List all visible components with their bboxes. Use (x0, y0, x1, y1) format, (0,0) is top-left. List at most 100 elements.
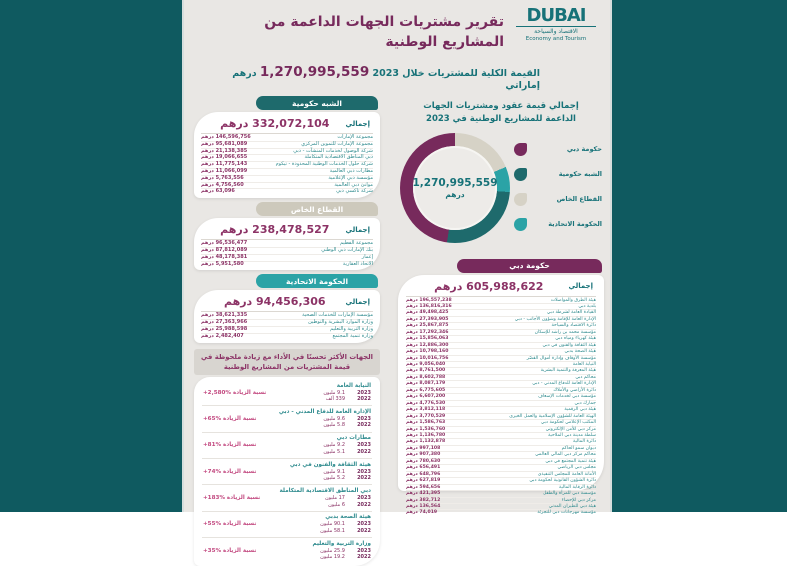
card-private-sector: إجمالي 238,478,527 درهم مجموعة الفطيم 96… (194, 218, 380, 271)
legend-item: الحكومة الاتحادية (514, 217, 602, 231)
legend-item: حكومة دبي (514, 142, 602, 156)
entity-name: محاكم دبي (575, 374, 596, 380)
total-value: 605,988,622 درهم (434, 279, 544, 293)
year-2022-label: 2022 (357, 448, 371, 455)
entity-name: هيئة الصحة بدبي (564, 349, 596, 355)
improved-entity-info: هيئة الصحة بدبي 2023 90.1 مليون 2022 58.… (320, 514, 371, 534)
total-label: إجمالي (345, 297, 370, 306)
dubai-government-total: إجمالي 605,988,622 درهم (406, 279, 596, 297)
total-label: إجمالي (345, 225, 370, 234)
increase-percentage: نسبة الزيادة +2,580% (203, 390, 266, 396)
year-2023-label: 2023 (357, 547, 371, 554)
entity-value: 594,656 درهم (406, 484, 441, 490)
entity-name: وزارة الموارد البشرية والتوطين (308, 319, 373, 326)
entity-row: شركة حلول الخدمات الوطنية المحدودة - تيك… (201, 161, 373, 169)
entity-value: 87,812,089 درهم (201, 246, 248, 253)
amount-2022: 19.2 مليون (320, 554, 345, 561)
donut-center-value: 1,270,995,559 (412, 176, 498, 189)
logo-wordmark: DUBAI (526, 5, 587, 26)
entity-row: شركة تاكسي دبي 63,096 درهم (201, 189, 373, 195)
badge-federal-government: الحكومة الاتحادية (256, 274, 378, 289)
entity-row: هيئة الصحة بدبي 10,798,160 درهم (406, 349, 596, 356)
entity-name: هيئة تنمية المجتمع في دبي (545, 458, 596, 464)
entity-name: دائرة الشؤون القانونية لحكومة دبي (529, 478, 596, 484)
entity-row: جمارك دبي 4,776,530 درهم (406, 400, 596, 408)
entity-value: 6,607,200 درهم (406, 394, 446, 400)
value-2023: 2023 9.6 مليون (279, 416, 371, 423)
most-improved-title-line2: قيمة المشتريات من المشاريع الوطنية (223, 362, 351, 371)
increase-value: +81% (203, 442, 222, 449)
entity-row: الأمانة العامة للمجلس التنفيذي 648,796 د… (406, 471, 596, 479)
entity-row: هيئة دبي الرقمية 3,812,118 درهم (406, 407, 596, 414)
entity-name: ديوان سمو الحاكم (561, 445, 596, 451)
increase-value: +55% (203, 521, 222, 528)
improved-entity-row: مطارات دبي 2023 9.2 مليون 2022 5.1 مليون (202, 433, 372, 460)
increase-label: نسبة الزيادة (223, 468, 257, 475)
entity-value: 6,775,605 درهم (406, 387, 446, 393)
entity-row: مجموعة الإمارات 146,596,756 درهم (201, 134, 373, 142)
improved-entity-row: الإدارة العامة للدفاع المدني - دبي 2023 … (202, 406, 372, 433)
improved-entity-row: النيابة العامة 2023 9.1 مليون 2022 339 أ… (202, 380, 372, 407)
value-2022: 2022 5.2 مليون (290, 475, 371, 482)
value-2022: 2022 19.2 مليون (313, 554, 371, 561)
total-label: إجمالي (345, 119, 370, 128)
value-2023: 2023 90.1 مليون (320, 521, 371, 528)
improved-entity-row: وزارة التربية والتعليم 2023 25.9 مليون 2… (202, 538, 372, 563)
entity-row: وزارة الموارد البشرية والتوطين 27,363,96… (201, 319, 373, 327)
entity-name: النيابة العامة (336, 382, 371, 389)
badge-private-sector: القطاع الخاص (256, 202, 378, 217)
entity-name: جمارك دبي (574, 400, 596, 406)
increase-value: +183% (203, 495, 225, 502)
entity-row: مطارات دبي العالمية 11,066,099 درهم (201, 168, 373, 176)
increase-percentage: نسبة الزيادة +65% (203, 416, 256, 422)
entity-row: بنك الإمارات دبي الوطني 87,812,089 درهم (201, 246, 373, 255)
entity-row: هيئة دبي للطيران المدني 136,564 درهم (406, 504, 596, 511)
value-2023: 2023 9.1 مليون (290, 469, 371, 476)
amount-2023: 9.2 مليون (323, 442, 345, 449)
most-improved-header: الجهات الأكثر تحسنًا في الأداء مع زيادة … (194, 348, 380, 375)
entity-name: دائرة الأراضي والأملاك (553, 387, 596, 393)
entity-row: دائرة الرقابة المالية 594,656 درهم (406, 484, 596, 492)
entity-name: هيئة دبي الرقمية (564, 407, 596, 413)
entity-name: مؤسسة الأوقاف وإدارة أموال القصّر (526, 355, 596, 361)
entity-name: مؤسسة دبي الإعلامية (328, 174, 373, 181)
increase-label: نسبة الزيادة (226, 495, 261, 502)
donut-chart-title: إجمالي قيمة عقود ومشتريات الجهات الداعمة… (398, 100, 604, 126)
entity-name: مجموعة الإمارات (337, 134, 373, 140)
entity-name: الهيئة العامة للشؤون الإسلامية والعمل ال… (509, 413, 596, 419)
chart-legend: حكومة دبي الشبه حكومية القطاع الخاص (514, 142, 602, 243)
federal-government-total: إجمالي 94,456,306 درهم (201, 294, 373, 313)
total-label: إجمالي (568, 282, 593, 290)
value-2022: 2022 58.1 مليون (320, 528, 371, 535)
increase-value: +2,580% (203, 389, 231, 396)
entity-value: 10,016,756 درهم (406, 355, 449, 361)
entity-value: 146,596,756 درهم (201, 134, 251, 140)
entity-row: هيئة المعرفة والتنمية البشرية 8,761,500 … (406, 368, 596, 375)
entity-value: 27,363,966 درهم (201, 319, 248, 326)
year-2022-label: 2022 (357, 527, 371, 534)
entity-name: محاكم مركز دبي المالي العالمي (535, 452, 596, 458)
donut-center: 1,270,995,559 درهم (412, 145, 498, 230)
entity-value: 136,816,316 درهم (406, 303, 452, 309)
entity-value: 25,867,875 درهم (406, 323, 449, 329)
entity-value: 382,712 درهم (406, 497, 441, 503)
entity-name: هيئة دبي للطيران المدني (548, 504, 596, 509)
entity-name: شركة الوصول لخدمات المنشآت - دبي (293, 147, 373, 154)
chart-title-line2: الداعمة للمشاريع الوطنية في 2023 (426, 113, 576, 124)
legend-item: الشبه حكومية (514, 167, 602, 181)
legend-swatch-icon (514, 192, 527, 206)
total-value: 332,072,104 درهم (220, 117, 330, 130)
logo-arabic-text: الاقتصاد والسياحة (534, 28, 578, 35)
entity-name: الأمانة العامة للمجلس التنفيذي (537, 471, 596, 477)
semi-government-total: إجمالي 332,072,104 درهم (201, 116, 373, 134)
page-title-line1: تقرير مشتريات الجهات الداعمة من (264, 14, 504, 30)
entity-name: النيابة العامة (572, 362, 596, 368)
page-title-line2: المشاريع الوطنية (385, 34, 504, 51)
entity-name: دائرة المالية (573, 439, 596, 445)
subtitle-prefix: القيمة الكلية للمشتريات خلال 2023 (372, 68, 540, 79)
entity-row: موانئ دبي العالمية 4,756,560 درهم (201, 182, 373, 190)
year-2023-label: 2023 (357, 468, 371, 475)
increase-percentage: نسبة الزيادة +35% (203, 548, 256, 554)
increase-value: +35% (203, 547, 222, 554)
